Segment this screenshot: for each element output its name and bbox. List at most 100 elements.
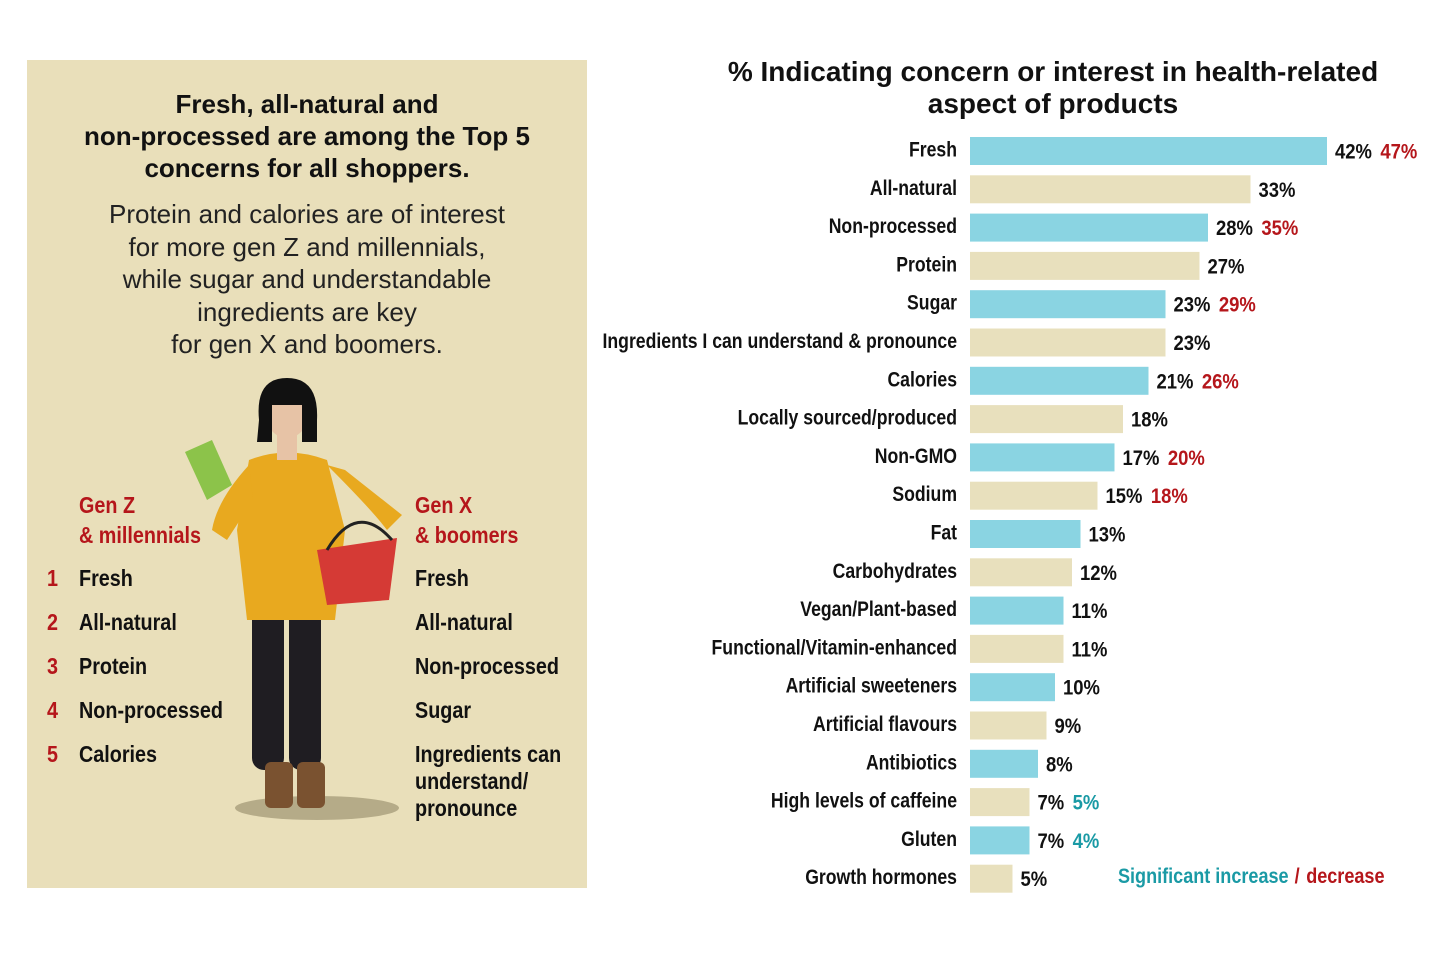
bar	[970, 328, 1166, 357]
category-label: Artificial sweeteners	[786, 674, 957, 698]
category-label: Gluten	[901, 828, 957, 852]
category-label: Sugar	[907, 291, 957, 315]
value-label: 11%	[1072, 600, 1108, 623]
value-label: 21%	[1157, 370, 1194, 393]
value-label: 5%	[1021, 868, 1048, 891]
category-label: Calories	[887, 368, 957, 392]
bar	[970, 251, 1200, 280]
bar	[970, 826, 1030, 855]
legend-decrease: decrease	[1306, 865, 1384, 889]
value-label: 13%	[1089, 523, 1126, 546]
value-label: 17%	[1123, 447, 1160, 470]
value-label: 33%	[1259, 179, 1296, 202]
rank: 5	[47, 741, 59, 767]
category-label: Ingredients I can understand & pronounce	[603, 330, 958, 354]
genx-heading: Gen X	[415, 492, 473, 518]
value-label: 18%	[1131, 409, 1168, 432]
value-label: 11%	[1072, 638, 1108, 661]
compare-label: 29%	[1219, 294, 1256, 317]
category-label: Functional/Vitamin-enhanced	[712, 636, 957, 660]
compare-label: 47%	[1380, 140, 1417, 163]
category-label: Non-GMO	[875, 445, 957, 469]
subtitle-line: while sugar and understandable	[122, 264, 492, 294]
legend-separator: /	[1295, 865, 1301, 889]
category-label: Carbohydrates	[833, 559, 957, 583]
bar	[970, 520, 1081, 548]
title-line: Fresh, all-natural and	[175, 89, 439, 119]
bar	[970, 366, 1149, 395]
genz-item: All-natural	[79, 609, 177, 635]
boot	[265, 762, 293, 808]
category-label: Protein	[896, 253, 957, 277]
category-label: All-natural	[870, 176, 957, 200]
genz-heading: & millennials	[79, 522, 202, 548]
genx-item: Fresh	[415, 565, 469, 591]
bar	[970, 673, 1055, 702]
compare-label: 18%	[1151, 485, 1188, 508]
genx-item: Sugar	[415, 697, 472, 723]
category-label: Antibiotics	[866, 751, 957, 775]
value-label: 7%	[1038, 830, 1065, 853]
legend-increase: Significant increase	[1118, 865, 1289, 889]
panel-subtitle: Protein and calories are of interest for …	[27, 198, 587, 361]
genx-heading: & boomers	[415, 522, 519, 548]
arm	[212, 465, 253, 540]
category-label: High levels of caffeine	[771, 789, 957, 813]
category-label: Locally sourced/produced	[738, 406, 957, 430]
panel-title: Fresh, all-natural and non-processed are …	[27, 88, 587, 184]
genz-item: Fresh	[79, 565, 133, 591]
category-label: Non-processed	[829, 215, 957, 239]
bar	[970, 213, 1208, 242]
arm	[327, 465, 402, 530]
compare-label: 35%	[1261, 217, 1298, 240]
value-label: 42%	[1335, 140, 1372, 163]
subtitle-line: for more gen Z and millennials,	[128, 231, 486, 262]
subtitle-line: Protein and calories are of interest	[109, 199, 505, 229]
bar	[970, 290, 1166, 319]
genz-item: Protein	[79, 653, 148, 679]
category-label: Growth hormones	[805, 866, 957, 890]
leg	[289, 590, 321, 770]
carton	[185, 440, 232, 500]
subtitle-line: ingredients are key	[197, 296, 417, 327]
title-line: non-processed are among the Top 5	[84, 121, 530, 151]
compare-label: 4%	[1073, 830, 1100, 853]
bar	[970, 596, 1064, 625]
bar	[970, 634, 1064, 663]
title-line: concerns for all shoppers.	[144, 153, 470, 183]
value-label: 12%	[1080, 562, 1117, 585]
genx-item: Non-processed	[415, 653, 559, 679]
genz-heading: Gen Z	[79, 492, 136, 518]
bar	[970, 788, 1030, 817]
category-label: Fat	[931, 521, 958, 545]
value-label: 23%	[1174, 294, 1211, 317]
boot	[297, 762, 325, 808]
compare-label: 20%	[1168, 447, 1205, 470]
value-label: 23%	[1174, 332, 1211, 355]
bar	[970, 711, 1047, 740]
bar	[970, 864, 1013, 893]
hair	[257, 378, 318, 442]
bar	[970, 405, 1123, 434]
genz-item: Calories	[79, 741, 158, 767]
bar	[970, 481, 1098, 510]
rank: 2	[47, 609, 59, 635]
bar	[970, 175, 1251, 204]
bar	[970, 558, 1072, 587]
chart-title: % Indicating concern or interest in heal…	[727, 56, 1379, 119]
value-label: 28%	[1216, 217, 1253, 240]
rank: 1	[47, 565, 59, 591]
value-label: 9%	[1055, 715, 1082, 738]
genx-item: Ingredients can understand/ pronounce	[415, 741, 562, 821]
bar	[970, 443, 1115, 472]
subtitle-line: for gen X and boomers.	[171, 329, 443, 359]
basket-handle	[325, 520, 394, 551]
genz-item: Non-processed	[79, 697, 223, 723]
value-label: 10%	[1063, 677, 1100, 700]
sweater	[237, 452, 345, 620]
value-label: 27%	[1208, 255, 1245, 278]
bar	[970, 749, 1038, 778]
neck	[277, 430, 297, 460]
